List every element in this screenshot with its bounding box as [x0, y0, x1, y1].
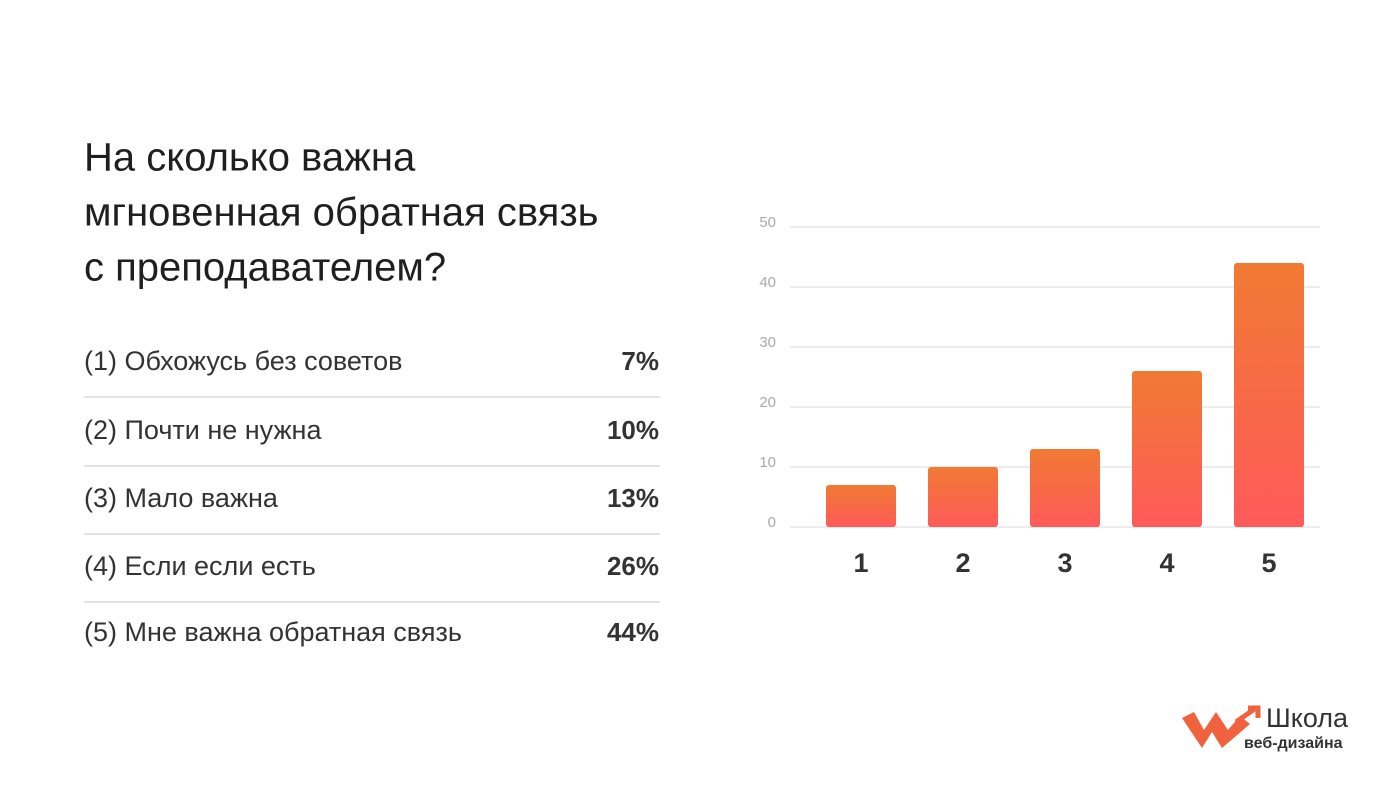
- list-label: (5) Мне важна обратная связь: [84, 617, 462, 647]
- y-tick-label: 50: [759, 214, 776, 231]
- y-tick-label: 40: [759, 274, 776, 291]
- list-label: (2) Почти не нужна: [84, 415, 322, 445]
- y-tick-label: 20: [759, 394, 776, 411]
- list-value: 7%: [621, 346, 659, 376]
- logo-arrow: [1234, 705, 1261, 725]
- logo: Школа веб-дизайна: [1182, 703, 1349, 752]
- x-tick-label: 3: [1057, 548, 1072, 578]
- y-tick-label: 10: [759, 454, 776, 471]
- list-label: (4) Если если есть: [84, 551, 316, 581]
- list-value: 26%: [607, 551, 659, 581]
- x-tick-label: 2: [955, 548, 970, 578]
- title-line: с преподавателем?: [84, 246, 446, 290]
- list-label: (1) Обхожусь без советов: [84, 346, 402, 376]
- logo-subtitle: веб-дизайна: [1244, 735, 1343, 752]
- title-line: На сколько важна: [84, 136, 416, 180]
- bar: [1132, 371, 1202, 527]
- logo-icon: [1182, 712, 1250, 748]
- list-value: 13%: [607, 483, 659, 513]
- y-tick-label: 30: [759, 334, 776, 351]
- title-line: мгновенная обратная связь: [84, 191, 599, 235]
- list-value: 44%: [607, 617, 659, 647]
- bar: [1030, 449, 1100, 527]
- bar: [1234, 263, 1304, 527]
- y-tick-label: 0: [768, 514, 776, 531]
- x-tick-label: 4: [1159, 548, 1174, 578]
- bar: [928, 467, 998, 527]
- x-tick-label: 5: [1261, 548, 1276, 578]
- list-value: 10%: [607, 415, 659, 445]
- logo-name: Школа: [1266, 703, 1349, 733]
- x-tick-label: 1: [853, 548, 868, 578]
- bar: [826, 485, 896, 527]
- list-label: (3) Мало важна: [84, 483, 279, 513]
